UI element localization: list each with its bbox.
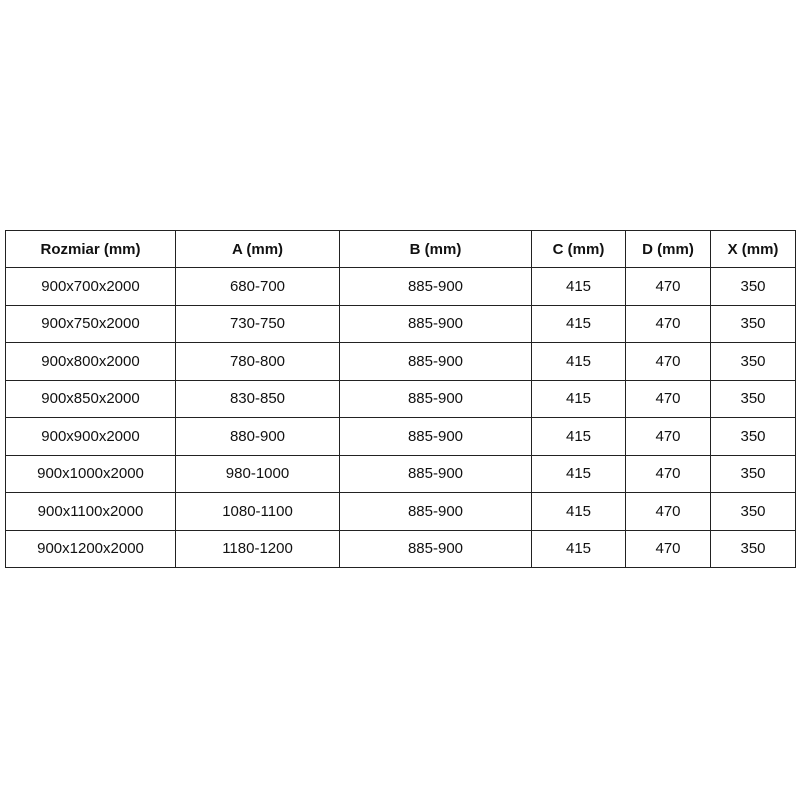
table-row: 900x750x2000 730-750 885-900 415 470 350 xyxy=(5,304,796,343)
column-header: D (mm) xyxy=(625,230,711,268)
table-cell: 730-750 xyxy=(175,304,340,343)
dimensions-table: Rozmiar (mm) A (mm) B (mm) C (mm) D (mm) X (m… xyxy=(5,230,796,568)
table-row: 900x1100x2000 1080-1100 885-900 415 470 350 xyxy=(5,492,796,531)
table-cell: 885-900 xyxy=(339,304,532,343)
table-cell: 415 xyxy=(531,304,626,343)
table-cell: 980-1000 xyxy=(175,454,340,493)
table-cell: 470 xyxy=(625,304,711,343)
table-cell: 900x700x2000 xyxy=(5,267,176,306)
table-cell: 415 xyxy=(531,342,626,381)
table-cell: 900x900x2000 xyxy=(5,417,176,456)
table-cell: 470 xyxy=(625,529,711,568)
table-cell: 1180-1200 xyxy=(175,529,340,568)
table-cell: 350 xyxy=(710,379,796,418)
table-cell: 350 xyxy=(710,492,796,531)
table-cell: 680-700 xyxy=(175,267,340,306)
table-cell: 415 xyxy=(531,454,626,493)
table-cell: 350 xyxy=(710,304,796,343)
column-header: B (mm) xyxy=(339,230,532,268)
table-row: 900x700x2000 680-700 885-900 415 470 350 xyxy=(5,267,796,306)
table-row: 900x900x2000 880-900 885-900 415 470 350 xyxy=(5,417,796,456)
table-cell: 350 xyxy=(710,529,796,568)
table-cell: 1080-1100 xyxy=(175,492,340,531)
table-cell: 415 xyxy=(531,417,626,456)
table-cell: 350 xyxy=(710,454,796,493)
table-cell: 900x750x2000 xyxy=(5,304,176,343)
table-cell: 470 xyxy=(625,454,711,493)
table-row: 900x850x2000 830-850 885-900 415 470 350 xyxy=(5,379,796,418)
table-cell: 900x1100x2000 xyxy=(5,492,176,531)
table-cell: 780-800 xyxy=(175,342,340,381)
table-cell: 470 xyxy=(625,417,711,456)
table-cell: 350 xyxy=(710,342,796,381)
column-header: X (mm) xyxy=(710,230,796,268)
table-cell: 470 xyxy=(625,379,711,418)
table-cell: 350 xyxy=(710,417,796,456)
table-row: 900x1000x2000 980-1000 885-900 415 470 350 xyxy=(5,454,796,493)
table-cell: 900x1200x2000 xyxy=(5,529,176,568)
table-cell: 470 xyxy=(625,267,711,306)
table-cell: 900x850x2000 xyxy=(5,379,176,418)
header-row: Rozmiar (mm) A (mm) B (mm) C (mm) D (mm) X (m… xyxy=(5,230,796,268)
table-row: 900x800x2000 780-800 885-900 415 470 350 xyxy=(5,342,796,381)
table-cell: 885-900 xyxy=(339,417,532,456)
table-cell: 885-900 xyxy=(339,529,532,568)
table-cell: 415 xyxy=(531,492,626,531)
column-header: C (mm) xyxy=(531,230,626,268)
table-cell: 470 xyxy=(625,342,711,381)
table-cell: 415 xyxy=(531,529,626,568)
table-cell: 350 xyxy=(710,267,796,306)
table-cell: 885-900 xyxy=(339,379,532,418)
table-cell: 885-900 xyxy=(339,454,532,493)
table-cell: 900x1000x2000 xyxy=(5,454,176,493)
table-cell: 830-850 xyxy=(175,379,340,418)
table-cell: 885-900 xyxy=(339,267,532,306)
table-cell: 885-900 xyxy=(339,342,532,381)
column-header: Rozmiar (mm) xyxy=(5,230,176,268)
table-cell: 900x800x2000 xyxy=(5,342,176,381)
table-cell: 415 xyxy=(531,267,626,306)
table-row: 900x1200x2000 1180-1200 885-900 415 470 350 xyxy=(5,529,796,568)
table-cell: 880-900 xyxy=(175,417,340,456)
table-cell: 415 xyxy=(531,379,626,418)
column-header: A (mm) xyxy=(175,230,340,268)
table-cell: 885-900 xyxy=(339,492,532,531)
table-cell: 470 xyxy=(625,492,711,531)
